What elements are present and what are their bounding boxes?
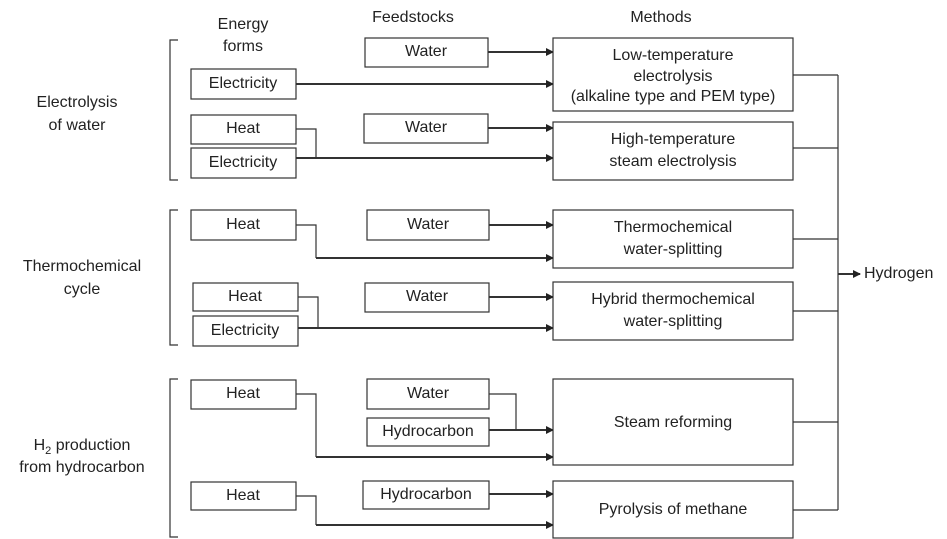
header: Methods — [630, 9, 691, 26]
connector — [298, 296, 319, 328]
method-label: Hybrid thermochemical — [591, 291, 755, 308]
text: production — [51, 437, 130, 454]
output-label: Hydrogen — [864, 265, 933, 282]
connector — [489, 393, 517, 430]
box-label: Electricity — [211, 322, 279, 339]
text: 2 — [45, 445, 51, 457]
group-label: of water — [49, 117, 107, 134]
method-label: High-temperature — [611, 131, 736, 148]
box — [366, 209, 490, 241]
group-label: from hydrocarbon — [19, 459, 144, 476]
group-label: H2 production — [34, 437, 131, 457]
group-label: Thermochemical — [23, 258, 141, 275]
box-label: Hydrocarbon — [382, 423, 474, 440]
text: H — [34, 437, 46, 454]
bracket — [169, 209, 178, 346]
box-label: Heat — [226, 120, 260, 137]
box-label: Electricity — [209, 154, 277, 171]
method-box — [552, 480, 794, 539]
box-label: Electricity — [209, 75, 277, 92]
method-label: water-splitting — [623, 313, 723, 330]
box-label: Water — [407, 216, 450, 233]
box-label: Hydrocarbon — [380, 486, 472, 503]
bracket — [169, 378, 178, 538]
box — [366, 378, 490, 410]
box — [364, 37, 489, 68]
box — [362, 480, 490, 510]
method-label: Pyrolysis of methane — [599, 501, 748, 518]
box-label: Water — [407, 385, 450, 402]
method-label: (alkaline type and PEM type) — [571, 88, 776, 105]
box-label: Heat — [228, 288, 262, 305]
box — [190, 379, 297, 410]
method-box — [552, 37, 794, 112]
box-label: Heat — [226, 385, 260, 402]
method-box — [552, 209, 794, 269]
method-label: Low-temperature — [613, 47, 734, 64]
box-label: Water — [405, 43, 448, 60]
box — [190, 147, 297, 179]
box-label: Water — [406, 288, 449, 305]
connector — [296, 128, 317, 158]
connector — [296, 224, 317, 258]
method-label: Thermochemical — [614, 219, 732, 236]
connector — [296, 393, 317, 457]
box — [192, 282, 299, 312]
box — [363, 113, 489, 144]
box — [190, 114, 297, 145]
box-label: Heat — [226, 487, 260, 504]
method-label: electrolysis — [633, 68, 712, 85]
box — [366, 417, 490, 447]
method-box — [552, 121, 794, 181]
method-label: Steam reforming — [614, 414, 732, 431]
method-box — [552, 378, 794, 466]
box — [190, 68, 297, 100]
connector — [296, 495, 317, 525]
box — [364, 282, 490, 313]
box — [190, 481, 297, 511]
method-label: water-splitting — [623, 241, 723, 258]
method-box — [552, 281, 794, 341]
group-label: Electrolysis — [37, 94, 118, 111]
header: forms — [223, 38, 263, 55]
header: Feedstocks — [372, 9, 454, 26]
bracket — [169, 39, 178, 181]
box — [190, 209, 297, 241]
group-label: cycle — [64, 281, 101, 298]
box-label: Heat — [226, 216, 260, 233]
box — [192, 315, 299, 347]
box-label: Water — [405, 119, 448, 136]
method-label: steam electrolysis — [609, 153, 736, 170]
header: Energy — [218, 16, 269, 33]
